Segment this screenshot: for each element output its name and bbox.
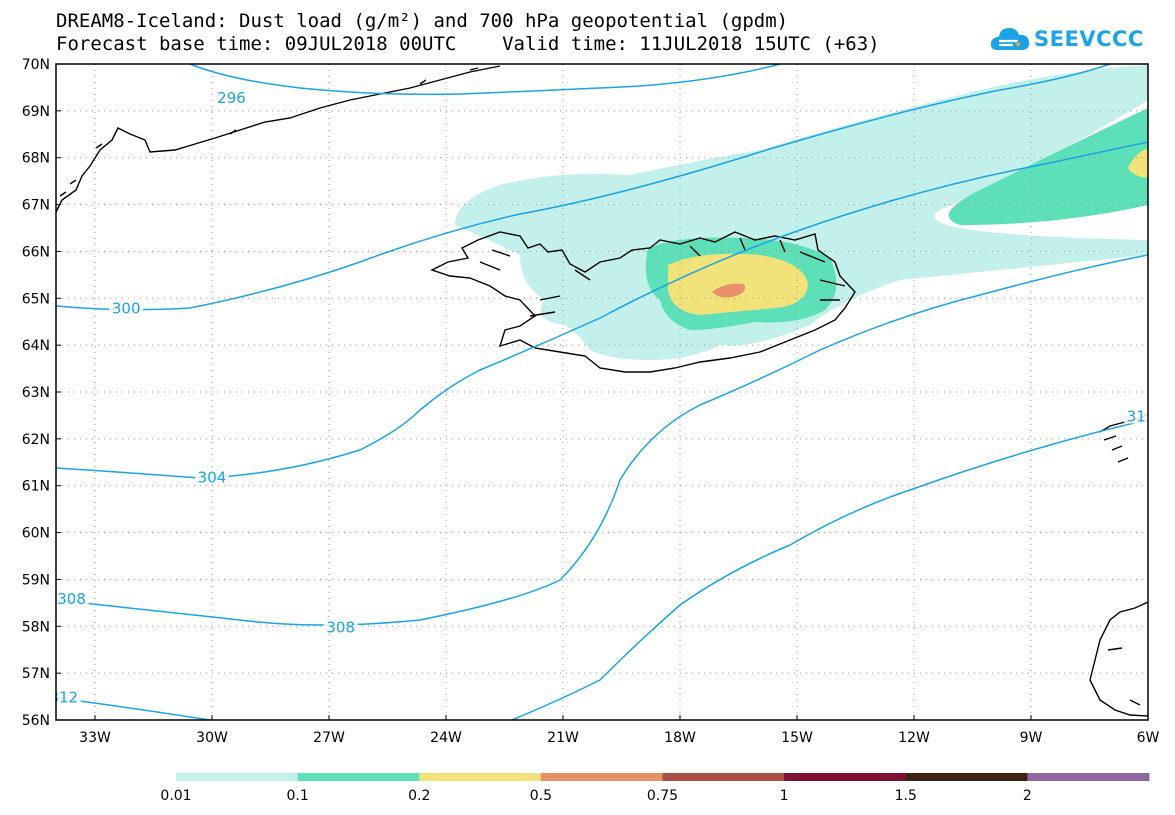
colorbar-label: 0.5: [530, 788, 552, 804]
colorbar: 0.01 0.1 0.2 0.5 0.75 1 1.5 2: [160, 773, 1150, 804]
lat-label: 58N: [22, 619, 50, 635]
dust-shading: [455, 65, 1148, 360]
map-title: DREAM8-Iceland: Dust load (g/m²) and 700…: [56, 10, 789, 32]
lat-label: 66N: [22, 244, 50, 260]
lon-label: 27W: [313, 730, 345, 746]
colorbar-swatch: [662, 773, 785, 781]
lon-label: 33W: [79, 730, 111, 746]
iceland-fjords: [479, 237, 846, 317]
contour-308: [56, 254, 1148, 626]
colorbar-label: 1.5: [895, 788, 917, 804]
contour-label: 304: [198, 468, 227, 486]
colorbar-swatch: [540, 773, 663, 781]
lon-label: 15W: [781, 730, 813, 746]
map-plot-area: 296 300 304 308 308 312 31: [49, 64, 1148, 720]
lon-label: 18W: [664, 730, 696, 746]
contour-label-bg: [56, 687, 81, 705]
greenland-coastline: [56, 65, 501, 213]
colorbar-swatch: [419, 773, 542, 781]
seevccc-logo: SEEVCCC: [990, 24, 1144, 54]
lat-label: 59N: [22, 572, 50, 588]
contour-label-bg: [214, 87, 249, 105]
colorbar-swatch: [784, 773, 907, 781]
lon-label: 21W: [547, 730, 579, 746]
contour-label-bg: [1124, 406, 1148, 424]
contour-label-bg: [56, 589, 89, 607]
lat-label: 63N: [22, 385, 50, 401]
contour-label-bg: [109, 298, 144, 316]
contour-label-bg: [195, 467, 229, 485]
colorbar-label: 2: [1023, 788, 1032, 804]
lat-label: 65N: [22, 291, 50, 307]
lat-label: 60N: [22, 526, 50, 542]
contour-label-bg: [323, 617, 358, 635]
colorbar-label: 0.2: [408, 788, 430, 804]
lat-label: 57N: [22, 666, 50, 682]
logo-text: SEEVCCC: [1034, 27, 1144, 51]
latitude-labels: 70N 69N 68N 67N 66N 65N 64N 63N 62N 61N 60N 59N 58N 5…: [22, 57, 50, 729]
dust-level-0.5: [712, 283, 745, 298]
dust-level-0.2-north: [1128, 148, 1148, 178]
lon-label: 9W: [1020, 730, 1043, 746]
lon-label: 12W: [898, 730, 930, 746]
contour-296: [189, 64, 781, 96]
lat-label: 69N: [22, 104, 50, 120]
map-subtitle: Forecast base time: 09JUL2018 00UTC Vali…: [56, 33, 880, 55]
contour-labels: 296 300 304 308 308 312 31: [49, 87, 1148, 707]
colorbar-label: 0.01: [160, 788, 191, 804]
lat-label: 61N: [22, 479, 50, 495]
colorbar-label: 0.75: [647, 788, 678, 804]
contour-label: 308: [57, 590, 86, 608]
lon-label: 30W: [196, 730, 228, 746]
lat-label: 68N: [22, 151, 50, 167]
contour-label: 300: [112, 300, 141, 318]
lat-label: 70N: [22, 57, 50, 73]
contour-label: 312: [49, 689, 78, 707]
lat-label: 56N: [22, 713, 50, 729]
dust-level-0.01: [455, 65, 1148, 360]
cloud-icon: [990, 28, 1030, 50]
graticule: [56, 64, 1148, 720]
colorbar-swatch: [905, 773, 1028, 781]
greenland-islands: [59, 67, 479, 197]
contour-304: [56, 141, 1148, 479]
lat-label: 67N: [22, 198, 50, 214]
lon-label: 6W: [1137, 730, 1160, 746]
colorbar-swatch: [176, 773, 299, 781]
contour-300: [56, 64, 1111, 311]
lat-label: 62N: [22, 432, 50, 448]
contour-312: [56, 419, 1148, 720]
iceland-coastline: [430, 231, 856, 373]
lon-label: 24W: [430, 730, 462, 746]
colorbar-label: 0.1: [286, 788, 308, 804]
axis-ticks: [56, 63, 1149, 721]
colorbar-swatch: [297, 773, 420, 781]
contour-label: 308: [326, 618, 355, 636]
lat-label: 64N: [22, 338, 50, 354]
contour-label: 31: [1127, 407, 1146, 425]
dust-level-0.1-north: [948, 108, 1148, 225]
longitude-labels: 33W 30W 27W 24W 21W 18W 15W 12W 9W 6W: [79, 730, 1159, 746]
colorbar-label: 1: [780, 788, 789, 804]
colorbar-swatch: [1027, 773, 1150, 781]
scotland-coastline: [1089, 601, 1148, 717]
contour-label: 296: [217, 89, 246, 107]
